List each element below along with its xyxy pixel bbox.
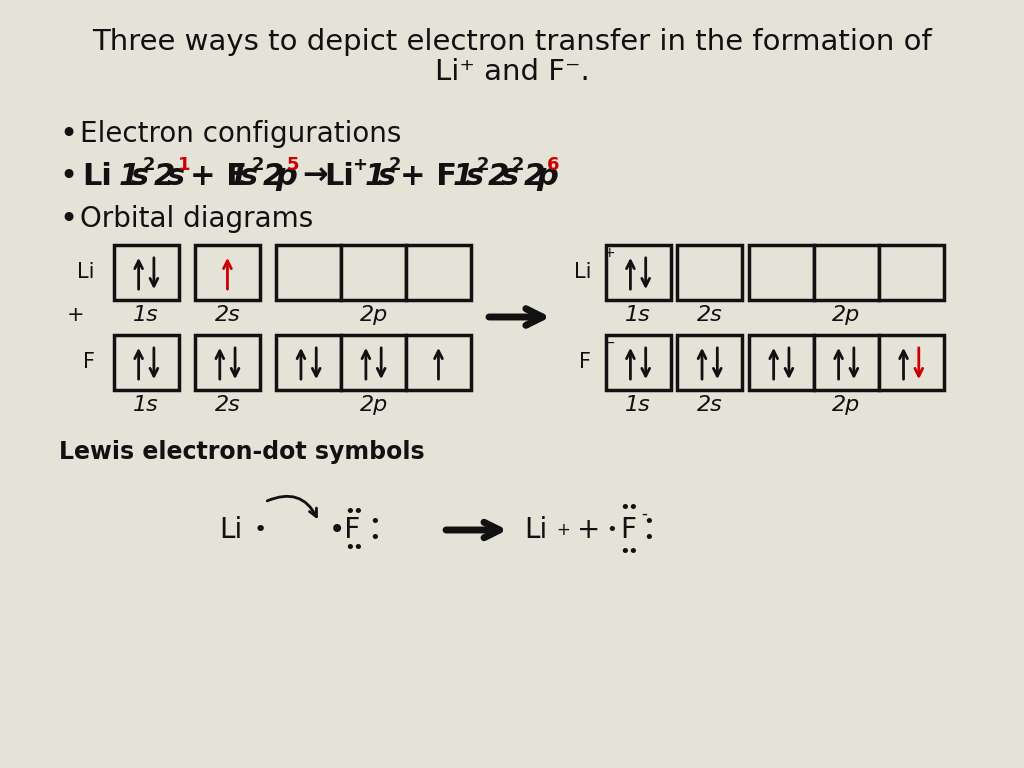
Text: +: + xyxy=(556,521,569,539)
Text: 1: 1 xyxy=(119,162,140,191)
Bar xyxy=(406,245,471,300)
Bar xyxy=(677,335,742,390)
Bar xyxy=(749,335,814,390)
Text: 2: 2 xyxy=(476,156,489,174)
Text: •F: •F xyxy=(329,516,360,544)
Text: 1: 1 xyxy=(365,162,386,191)
Text: s: s xyxy=(166,162,184,191)
Text: s: s xyxy=(240,162,258,191)
Text: 2p: 2p xyxy=(359,305,388,325)
Text: F: F xyxy=(83,352,94,372)
Text: 1: 1 xyxy=(453,162,474,191)
Text: •: • xyxy=(369,513,380,531)
Text: 2s: 2s xyxy=(215,305,241,325)
Bar xyxy=(406,335,471,390)
Text: •: • xyxy=(627,499,638,517)
Text: •: • xyxy=(59,120,78,149)
Text: F: F xyxy=(580,352,591,372)
Text: 2p: 2p xyxy=(359,395,388,415)
Text: Li: Li xyxy=(573,262,591,282)
Text: p: p xyxy=(536,162,558,191)
Text: Li: Li xyxy=(219,516,242,544)
Text: •: • xyxy=(59,205,78,234)
Text: 2p: 2p xyxy=(833,395,860,415)
Bar xyxy=(341,335,406,390)
Text: •: • xyxy=(627,543,638,561)
Text: + F: + F xyxy=(400,162,458,191)
Bar xyxy=(195,335,260,390)
Text: s: s xyxy=(131,162,150,191)
Text: -: - xyxy=(641,505,647,523)
Bar xyxy=(814,245,879,300)
Text: 2: 2 xyxy=(523,162,545,191)
Text: +: + xyxy=(67,305,84,325)
Text: •: • xyxy=(620,543,630,561)
Text: •: • xyxy=(59,162,78,191)
Bar xyxy=(276,245,341,300)
Text: 2: 2 xyxy=(488,162,509,191)
Text: Li: Li xyxy=(77,262,94,282)
Text: 2s: 2s xyxy=(696,395,723,415)
Text: −: − xyxy=(604,336,615,350)
Text: 2: 2 xyxy=(512,156,524,174)
Text: p: p xyxy=(275,162,297,191)
Bar xyxy=(276,335,341,390)
Text: •: • xyxy=(643,513,654,531)
Text: →: → xyxy=(302,162,328,191)
Bar xyxy=(341,245,406,300)
Text: Li: Li xyxy=(82,162,113,191)
Text: 2: 2 xyxy=(154,162,175,191)
Text: 1: 1 xyxy=(178,156,190,174)
Text: •: • xyxy=(369,529,380,547)
Bar xyxy=(114,335,179,390)
Bar xyxy=(814,335,879,390)
Text: + F: + F xyxy=(190,162,247,191)
Text: •: • xyxy=(344,539,355,557)
Text: 5: 5 xyxy=(287,156,299,174)
Text: +: + xyxy=(604,246,615,260)
Text: Li: Li xyxy=(324,162,353,191)
Text: Electron configurations: Electron configurations xyxy=(80,120,401,148)
Text: Orbital diagrams: Orbital diagrams xyxy=(80,205,313,233)
Text: 2: 2 xyxy=(142,156,155,174)
Text: Lewis electron-dot symbols: Lewis electron-dot symbols xyxy=(59,440,425,464)
Text: −: − xyxy=(437,156,453,174)
Text: 1s: 1s xyxy=(626,305,651,325)
Bar xyxy=(114,245,179,300)
Bar xyxy=(195,245,260,300)
Text: •: • xyxy=(606,521,616,539)
Text: 2s: 2s xyxy=(215,395,241,415)
Text: •: • xyxy=(344,503,355,521)
Text: 6: 6 xyxy=(548,156,560,174)
Text: s: s xyxy=(465,162,483,191)
Bar xyxy=(605,245,671,300)
Text: 1s: 1s xyxy=(133,305,159,325)
Text: Li: Li xyxy=(524,516,548,544)
Text: 1s: 1s xyxy=(626,395,651,415)
Bar xyxy=(605,335,671,390)
Text: +: + xyxy=(352,156,368,174)
Text: Three ways to depict electron transfer in the formation of: Three ways to depict electron transfer i… xyxy=(92,28,932,56)
Text: •: • xyxy=(620,499,630,517)
Bar xyxy=(879,245,944,300)
Text: •: • xyxy=(352,539,362,557)
Text: F: F xyxy=(620,516,636,544)
Text: 2: 2 xyxy=(263,162,284,191)
Bar xyxy=(879,335,944,390)
Bar xyxy=(677,245,742,300)
Text: Li⁺ and F⁻.: Li⁺ and F⁻. xyxy=(434,58,590,86)
Text: s: s xyxy=(501,162,519,191)
Text: •: • xyxy=(352,503,362,521)
Text: s: s xyxy=(378,162,395,191)
Text: 1: 1 xyxy=(227,162,249,191)
Text: 2p: 2p xyxy=(833,305,860,325)
Text: •: • xyxy=(253,520,266,540)
Text: 1s: 1s xyxy=(133,395,159,415)
Text: 2: 2 xyxy=(251,156,264,174)
Text: 2: 2 xyxy=(389,156,401,174)
Text: 2s: 2s xyxy=(696,305,723,325)
Text: +: + xyxy=(577,516,600,544)
Text: •: • xyxy=(643,529,654,547)
Bar xyxy=(749,245,814,300)
